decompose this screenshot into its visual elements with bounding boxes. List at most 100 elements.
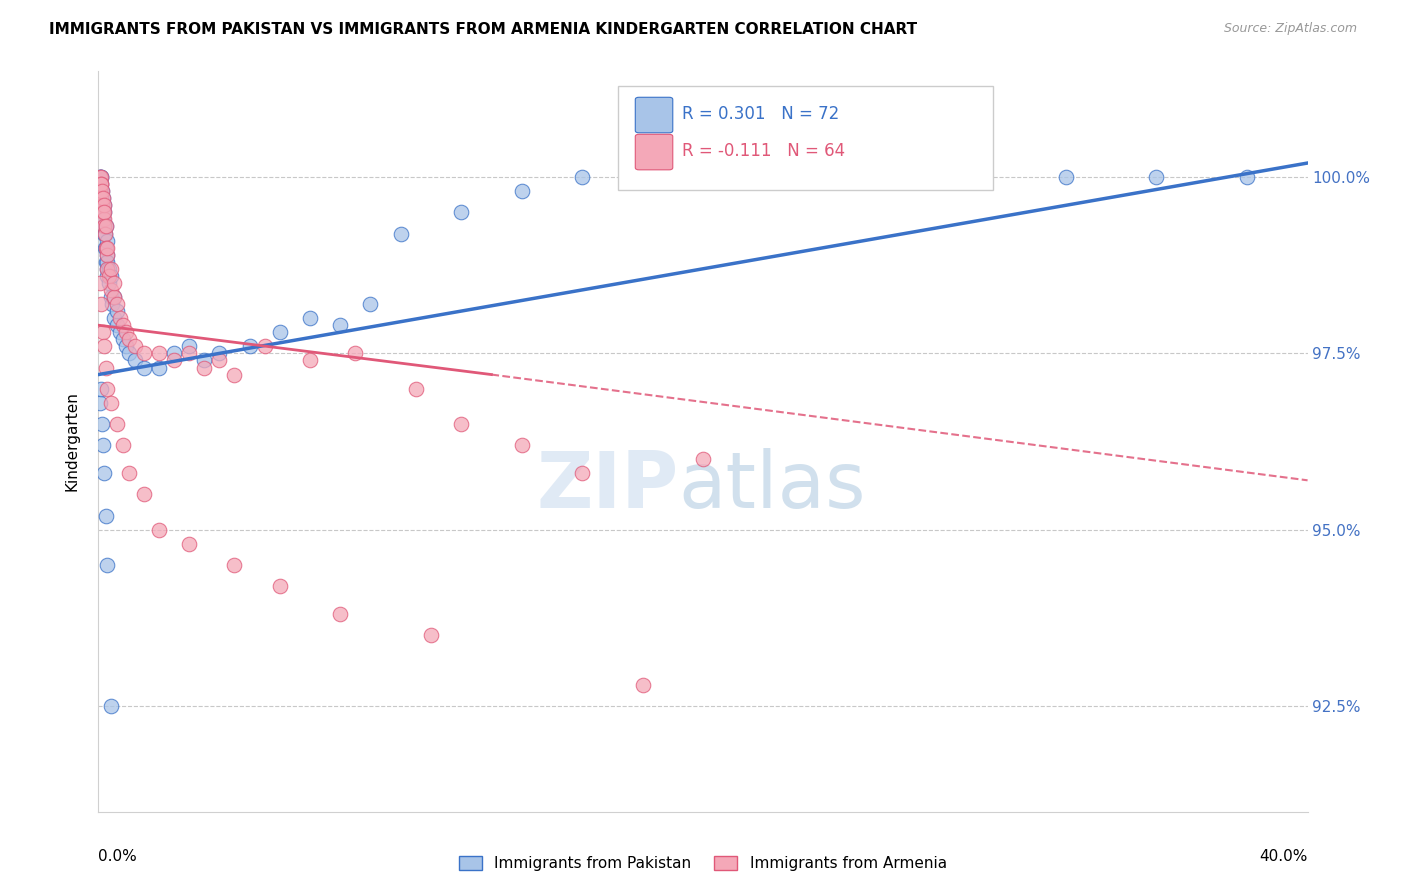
Point (89, 276, 111, 290)
Point (98, 268, 121, 283)
FancyBboxPatch shape (636, 97, 672, 133)
Point (89, 184, 111, 198)
Point (1054, 170, 1077, 185)
Point (239, 339, 262, 353)
Point (224, 368, 246, 382)
Point (269, 325, 291, 339)
Point (91, 205, 114, 219)
Point (114, 339, 136, 353)
Point (91, 191, 114, 205)
FancyBboxPatch shape (636, 135, 672, 169)
Point (329, 318, 352, 333)
Point (91, 438, 114, 452)
Point (118, 467, 141, 481)
Point (118, 346, 141, 360)
Point (103, 290, 125, 304)
Point (101, 297, 124, 311)
Point (299, 353, 322, 368)
Point (89, 170, 111, 185)
Point (103, 311, 125, 326)
Point (94, 254, 117, 268)
Point (91, 212, 114, 227)
Point (132, 360, 155, 375)
Point (224, 558, 246, 572)
Text: 0.0%: 0.0% (98, 849, 138, 863)
Point (103, 290, 125, 304)
Point (105, 297, 128, 311)
Point (96, 234, 118, 248)
Point (91, 417, 114, 431)
Point (93, 339, 115, 353)
Point (100, 290, 122, 304)
Point (100, 283, 122, 297)
Point (94, 227, 117, 241)
Point (93, 205, 115, 219)
Point (105, 417, 128, 431)
Point (91, 198, 114, 212)
Text: R = -0.111   N = 64: R = -0.111 N = 64 (682, 143, 845, 161)
Point (96, 558, 118, 572)
Point (93, 212, 115, 227)
Point (163, 346, 186, 360)
Text: ZIP: ZIP (537, 448, 679, 524)
Point (100, 698, 122, 713)
Point (89, 396, 111, 410)
Point (148, 523, 170, 537)
Point (96, 268, 118, 283)
Point (124, 339, 146, 353)
Point (329, 607, 352, 622)
Point (420, 628, 443, 642)
Point (90, 191, 112, 205)
Point (571, 467, 593, 481)
Point (94, 508, 117, 523)
Point (571, 170, 593, 185)
Y-axis label: Kindergarten: Kindergarten (65, 392, 80, 491)
Text: R = 0.301   N = 72: R = 0.301 N = 72 (682, 105, 839, 123)
Point (163, 353, 186, 368)
Point (360, 297, 382, 311)
Point (94, 219, 117, 234)
Point (94, 241, 117, 255)
Point (253, 339, 276, 353)
Point (96, 254, 118, 268)
Text: IMMIGRANTS FROM PAKISTAN VS IMMIGRANTS FROM ARMENIA KINDERGARTEN CORRELATION CHA: IMMIGRANTS FROM PAKISTAN VS IMMIGRANTS F… (49, 22, 917, 37)
Point (105, 318, 128, 333)
Point (208, 353, 231, 368)
Point (179, 537, 201, 551)
Point (91, 205, 114, 219)
Point (179, 339, 201, 353)
Point (93, 205, 115, 219)
Point (269, 579, 291, 593)
Point (111, 438, 134, 452)
Point (389, 227, 412, 241)
Legend: Immigrants from Pakistan, Immigrants from Armenia: Immigrants from Pakistan, Immigrants fro… (453, 850, 953, 877)
Point (100, 396, 122, 410)
Point (96, 382, 118, 396)
Point (90, 170, 112, 185)
Point (114, 325, 136, 339)
Point (96, 248, 118, 262)
Point (90, 170, 112, 185)
Point (100, 268, 122, 283)
Point (405, 382, 427, 396)
Point (108, 311, 131, 326)
Point (96, 248, 118, 262)
Point (118, 332, 141, 346)
Point (148, 360, 170, 375)
Point (844, 170, 866, 185)
Point (179, 346, 201, 360)
Point (450, 205, 472, 219)
Point (148, 346, 170, 360)
Point (90, 297, 112, 311)
Point (299, 311, 322, 326)
Point (105, 304, 128, 318)
Point (208, 346, 231, 360)
Point (90, 177, 112, 191)
Point (96, 261, 118, 276)
Point (93, 219, 115, 234)
Point (124, 353, 146, 368)
Point (93, 467, 115, 481)
Point (132, 487, 155, 501)
Point (91, 184, 114, 198)
Point (96, 261, 118, 276)
